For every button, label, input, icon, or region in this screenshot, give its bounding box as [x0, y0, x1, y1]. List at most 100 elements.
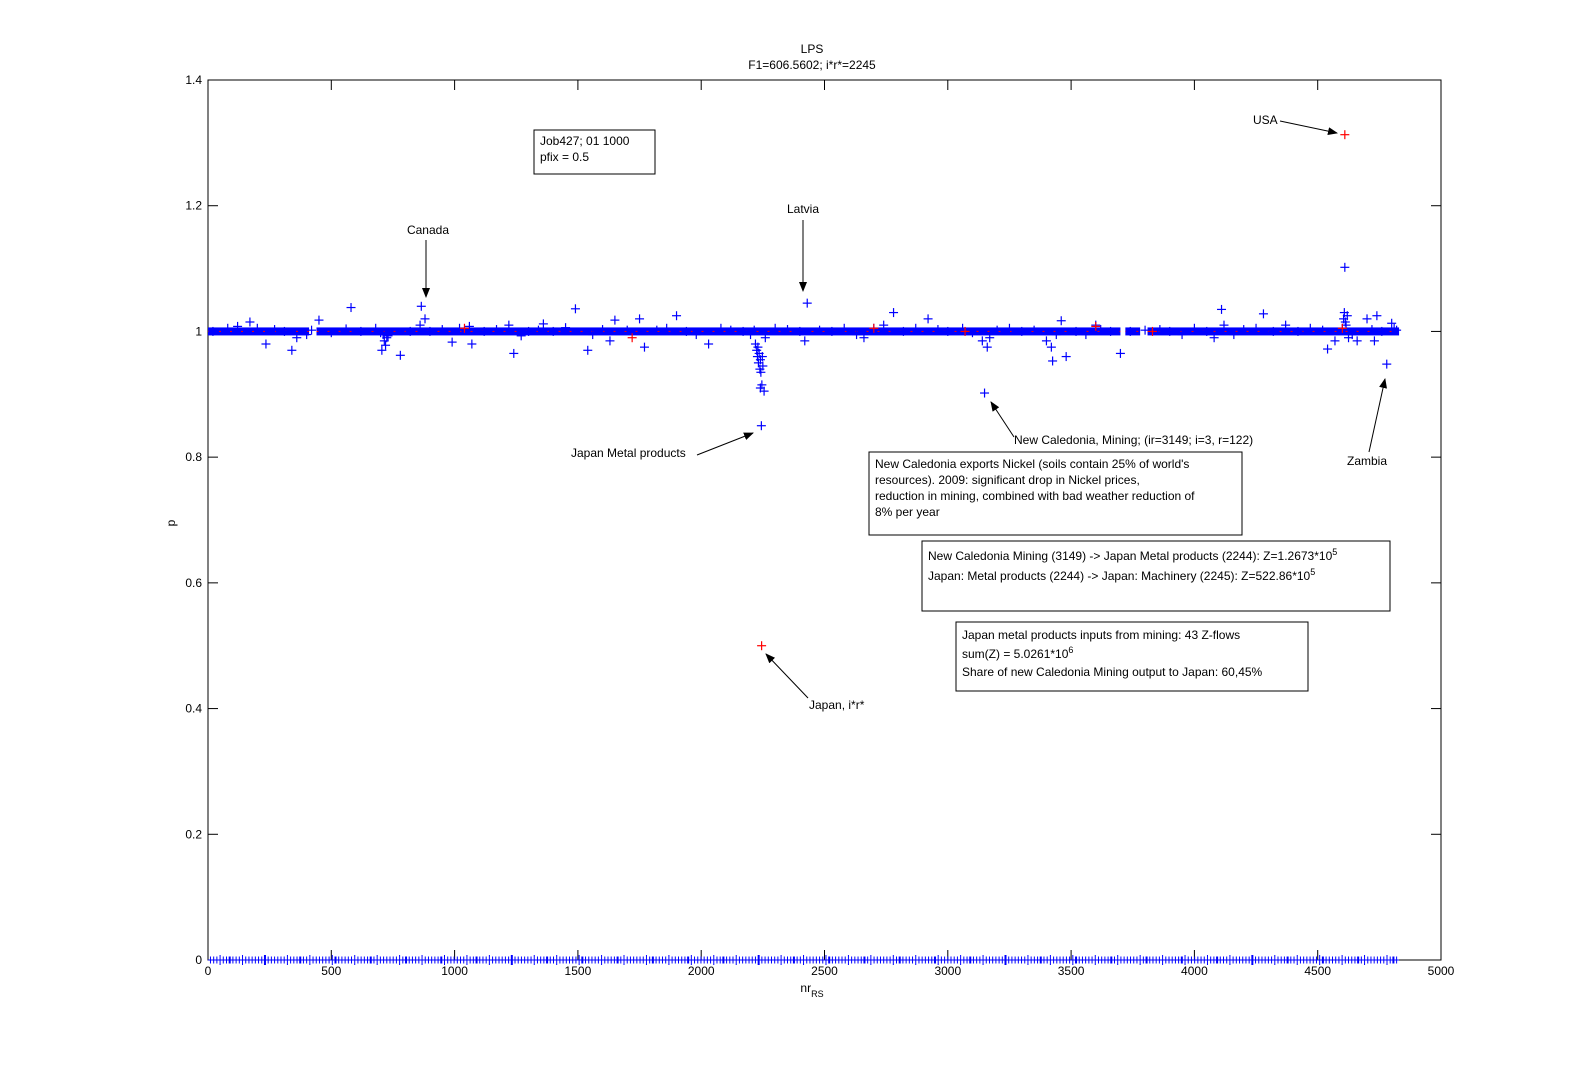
data-point [985, 333, 995, 343]
data-point [1340, 262, 1350, 272]
data-point [1056, 316, 1066, 326]
data-point [753, 342, 763, 352]
data-point [1125, 326, 1135, 336]
data-point [1330, 336, 1340, 346]
data-point [261, 339, 271, 349]
data-point [1239, 325, 1249, 335]
flows-line-1-text: New Caledonia Mining (3149) -> Japan Met… [928, 549, 1333, 563]
annotation-latvia: Latvia [787, 202, 819, 216]
data-point [652, 325, 662, 335]
y-axis-label: p [164, 519, 178, 526]
inputs-line-2-exp: 6 [1068, 645, 1073, 655]
data-point [1251, 323, 1261, 333]
data-point [889, 308, 899, 318]
data-point [538, 319, 548, 329]
x-tick-label: 3000 [934, 964, 961, 978]
data-point [1367, 325, 1377, 335]
data-point [1347, 330, 1357, 340]
data-point [839, 323, 849, 333]
data-point [1165, 326, 1175, 336]
data-point [1362, 314, 1372, 324]
data-point [1096, 325, 1106, 335]
x-tick-label: 1500 [565, 964, 592, 978]
data-point [415, 320, 425, 330]
data-point [533, 325, 543, 335]
data-point [381, 340, 391, 350]
y-tick-label: 0.8 [185, 450, 202, 464]
data-point [672, 311, 682, 321]
data-point [583, 345, 593, 355]
data-point [1155, 325, 1165, 335]
data-point [960, 326, 970, 336]
band-segment [208, 327, 310, 336]
data-point [1268, 326, 1278, 336]
data-point [326, 328, 336, 338]
x-tick-label: 2000 [688, 964, 715, 978]
x-tick-label: 1000 [441, 964, 468, 978]
data-point [459, 323, 469, 333]
data-point [757, 352, 767, 362]
data-point [704, 339, 714, 349]
data-point [756, 421, 766, 431]
y-tick-label: 0.6 [185, 576, 202, 590]
data-point [504, 320, 514, 330]
data-point [1202, 326, 1212, 336]
flows-box: New Caledonia Mining (3149) -> Japan Met… [921, 540, 1391, 612]
data-point [726, 325, 736, 335]
data-point [371, 323, 381, 333]
flows-line-1: New Caledonia Mining (3149) -> Japan Met… [928, 547, 1337, 563]
data-point [588, 330, 598, 340]
data-point [1305, 323, 1315, 333]
annotation-usa: USA [1253, 113, 1278, 127]
data-point [479, 326, 489, 336]
data-point [1229, 330, 1239, 340]
data-point [1369, 336, 1379, 346]
data-point [464, 321, 474, 331]
data-point [279, 326, 289, 336]
data-point [783, 325, 793, 335]
x-tick-label: 2500 [811, 964, 838, 978]
data-point [1046, 342, 1056, 352]
job-info-box: Job427; 01 1000 pfix = 0.5 [533, 129, 656, 175]
data-point [800, 336, 810, 346]
y-tick-label: 0.4 [185, 702, 202, 716]
data-point [570, 304, 580, 314]
y-tick-label: 1.2 [185, 199, 202, 213]
data-point [1392, 325, 1402, 335]
nickel-note-line-2: resources). 2009: significant drop in Ni… [875, 473, 1140, 487]
flows-line-2-text: Japan: Metal products (2244) -> Japan: M… [928, 569, 1311, 583]
data-point [749, 325, 759, 335]
data-point [1293, 326, 1303, 336]
nickel-note-line-3: reduction in mining, combined with bad w… [875, 489, 1195, 503]
job-info-line-2: pfix = 0.5 [540, 150, 589, 164]
data-point [1209, 333, 1219, 343]
nickel-note-line-1: New Caledonia exports Nickel (soils cont… [875, 457, 1189, 471]
data-point [1081, 330, 1091, 340]
data-point [420, 314, 430, 324]
data-point [1115, 348, 1125, 358]
nickel-note-line-4: 8% per year [875, 505, 940, 519]
data-point [859, 333, 869, 343]
x-axis-label-sub: RS [811, 989, 824, 999]
data-point [245, 317, 255, 327]
x-tick-label: 4000 [1181, 964, 1208, 978]
data-point [879, 320, 889, 330]
data-point [307, 325, 317, 335]
data-point [662, 323, 672, 333]
data-point [802, 298, 812, 308]
chart-title: LPS [801, 42, 824, 56]
data-point [627, 333, 637, 343]
annotation-japan-metal: Japan Metal products [571, 446, 686, 460]
plot-area [207, 79, 1442, 961]
data-point [1029, 325, 1039, 335]
inputs-box: Japan metal products inputs from mining:… [955, 621, 1309, 692]
data-point [967, 328, 977, 338]
data-point [1106, 326, 1116, 336]
data-point [1041, 336, 1051, 346]
data-point [524, 326, 534, 336]
data-point [1372, 311, 1382, 321]
annotation-new-caledonia: New Caledonia, Mining; (ir=3149; i=3, r=… [1014, 433, 1253, 447]
data-point [827, 326, 837, 336]
annotation-canada: Canada [407, 223, 449, 237]
data-point [1219, 320, 1229, 330]
